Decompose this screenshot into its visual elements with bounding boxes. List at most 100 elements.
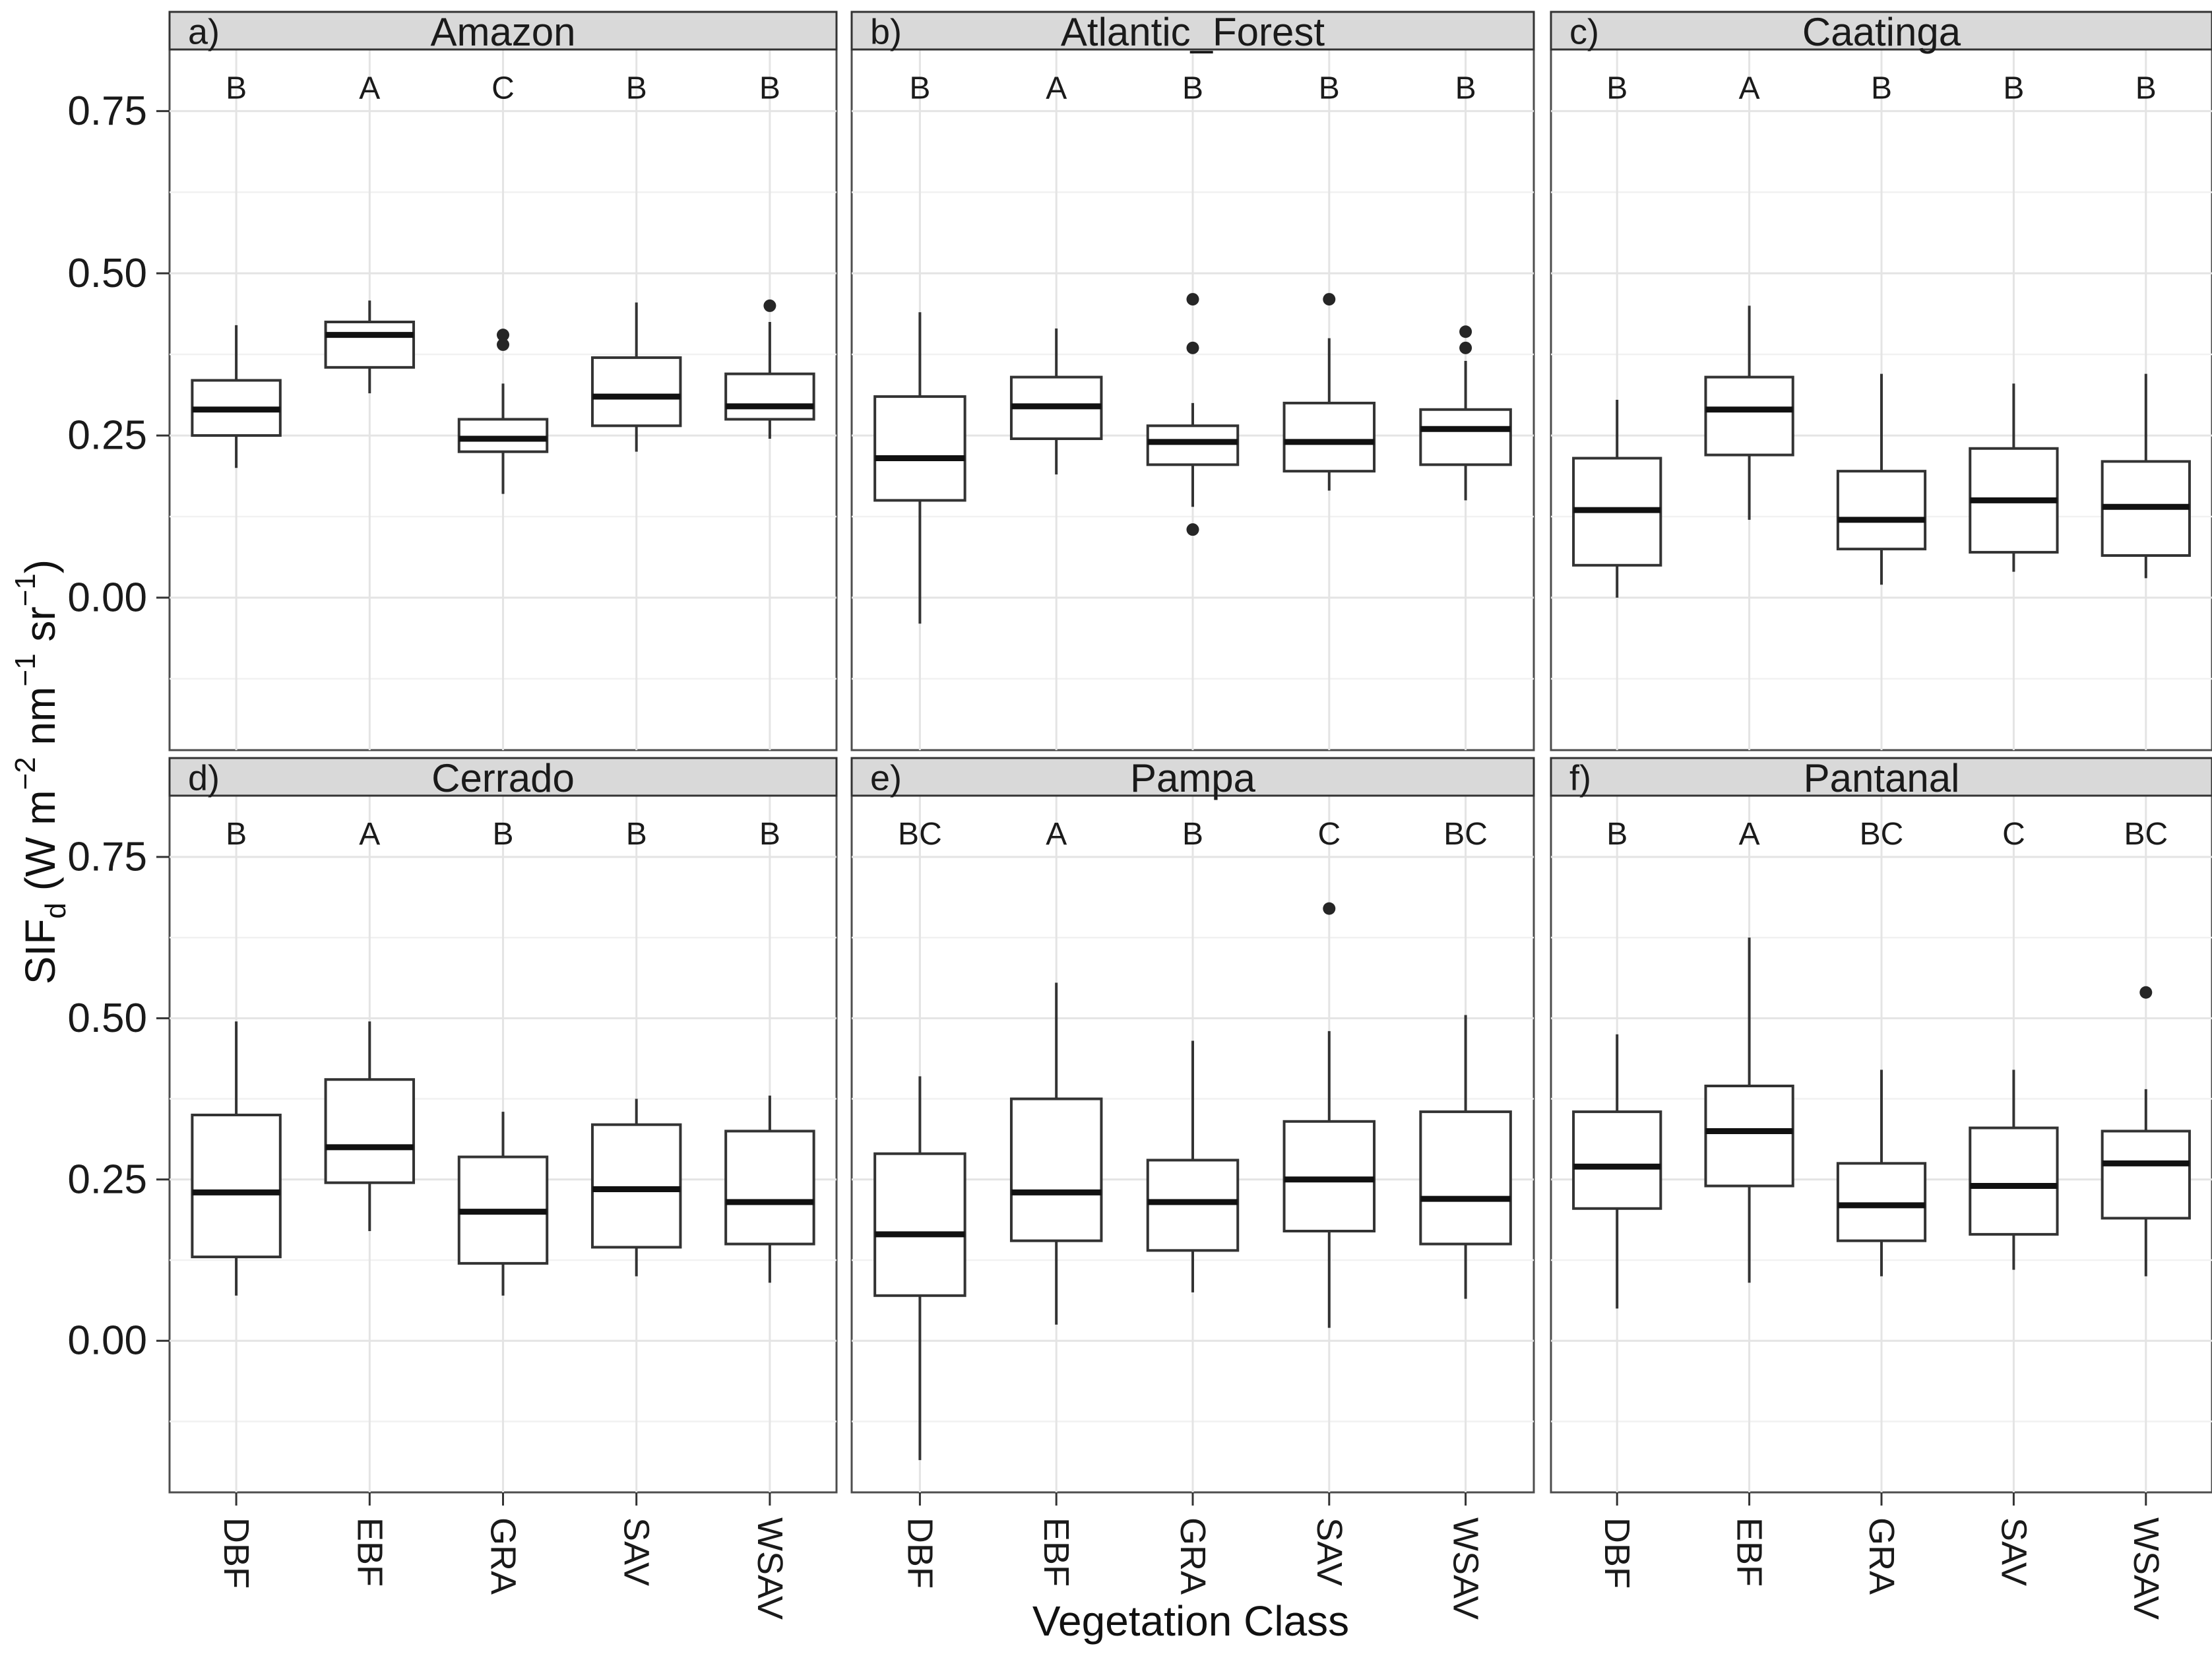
facet-panel-Caatinga: c) Caatinga B A B B B [1550, 10, 2212, 751]
iqr-box [457, 418, 549, 453]
boxplot-Cerrado-EBF [324, 1021, 416, 1231]
iqr-box [1969, 1126, 2059, 1236]
significance-letter: B [1606, 71, 1627, 106]
x-tick-label: SAV [1994, 1517, 2033, 1586]
significance-letter: B [492, 817, 513, 852]
significance-letter: C [1317, 817, 1341, 852]
iqr-box [873, 1152, 966, 1297]
boxplot-Amazon-EBF [324, 300, 416, 394]
boxplot-Caatinga-DBF [1572, 400, 1662, 598]
facet-panel-Atlantic_Forest: b) Atlantic_Forest B A B B B [850, 10, 1535, 751]
significance-letter: B [1606, 817, 1627, 852]
significance-letter: A [359, 71, 380, 106]
y-axis-title-part: −1 [9, 653, 42, 687]
y-tick-label: 0.75 [67, 88, 147, 134]
outlier-point [763, 299, 776, 312]
boxplot-Atlantic_Forest-EBF [1009, 328, 1103, 475]
y-axis-title-part: d [40, 903, 72, 919]
significance-letter: B [909, 71, 930, 106]
outlier-point [497, 338, 509, 351]
x-tick-label: EBF [1036, 1517, 1076, 1587]
significance-letter: B [626, 817, 647, 852]
boxplot-Atlantic_Forest-GRA [1146, 293, 1240, 536]
x-tick-label: GRA [484, 1517, 523, 1595]
iqr-box [1704, 375, 1794, 457]
boxplot-Caatinga-EBF [1704, 305, 1794, 520]
iqr-box [724, 1129, 815, 1246]
facet-tag: d) [188, 759, 220, 798]
boxplot-Pampa-WSAV [1419, 1015, 1512, 1299]
iqr-box [1009, 1097, 1103, 1242]
iqr-box [1282, 1120, 1376, 1233]
significance-letter: A [1739, 817, 1760, 852]
x-tick-label: DBF [216, 1517, 256, 1589]
x-tick-label: DBF [900, 1517, 939, 1589]
iqr-box [1282, 401, 1376, 473]
iqr-box [2101, 1129, 2191, 1220]
significance-letter: B [1319, 71, 1340, 106]
outlier-point [1459, 325, 1472, 338]
y-tick-label: 0.50 [67, 996, 147, 1041]
significance-letter: B [759, 817, 780, 852]
y-axis-title-part: sr [16, 606, 64, 654]
facet-strip [168, 757, 838, 797]
significance-letter: BC [1860, 817, 1904, 852]
significance-letter: B [226, 817, 247, 852]
significance-letter: B [2003, 71, 2024, 106]
outlier-point [1459, 341, 1472, 354]
iqr-box [590, 356, 682, 428]
y-axis-title-part: SIF [16, 918, 64, 985]
boxplot-Pantanal-WSAV [2101, 986, 2191, 1277]
facet-strip [1550, 757, 2212, 797]
significance-letter: B [226, 71, 247, 106]
y-axis-title: SIFd (W m−2 nm−1 sr−1) [9, 559, 73, 984]
iqr-box [873, 395, 966, 502]
y-tick-label: 0.75 [67, 834, 147, 879]
facet-tag: c) [1569, 13, 1599, 52]
outlier-point [1186, 341, 1199, 354]
x-tick-label: EBF [1730, 1517, 1769, 1587]
significance-letter: B [626, 71, 647, 106]
boxplot-Pampa-EBF [1009, 982, 1103, 1325]
boxplot-Pantanal-EBF [1704, 938, 1794, 1283]
boxplot-Cerrado-DBF [191, 1021, 282, 1296]
boxplot-Amazon-WSAV [724, 299, 815, 439]
facet-strip [168, 11, 838, 51]
outlier-point [1323, 293, 1336, 306]
significance-letter: B [759, 71, 780, 106]
outlier-point [2139, 986, 2153, 999]
outlier-point [1323, 902, 1336, 915]
significance-letter: A [1046, 71, 1067, 106]
boxplot-Atlantic_Forest-WSAV [1419, 325, 1512, 501]
iqr-box [1836, 470, 1927, 551]
facet-title: Atlantic_Forest [1061, 10, 1325, 54]
facet-strip [850, 757, 1535, 797]
y-tick-label: 0.00 [67, 1318, 147, 1364]
x-tick-label: WSAV [1446, 1517, 1486, 1620]
significance-letter: B [1182, 71, 1203, 106]
iqr-box [1836, 1162, 1927, 1242]
boxplot-Cerrado-SAV [590, 1098, 682, 1277]
y-axis-title-part: ) [16, 559, 64, 574]
boxplot-Atlantic_Forest-SAV [1282, 293, 1376, 491]
significance-letter: C [2002, 817, 2025, 852]
boxplot-Caatinga-WSAV [2101, 373, 2191, 579]
significance-letter: B [1455, 71, 1476, 106]
y-tick-label: 0.25 [67, 1157, 147, 1202]
y-tick-label: 0.50 [67, 251, 147, 296]
facet-strip [850, 11, 1535, 51]
boxplot-Amazon-GRA [457, 329, 549, 494]
iqr-box [1419, 408, 1512, 466]
iqr-box [1146, 424, 1240, 466]
facet-panel-Cerrado: d) Cerrado 0.75 0.50 0.25 0.00 DBF EBF GRA SAV WSA… [67, 756, 838, 1620]
iqr-box [1704, 1085, 1794, 1188]
boxplot-Pampa-GRA [1146, 1040, 1240, 1292]
facet-title: Pantanal [1804, 756, 1960, 800]
facet-tag: f) [1569, 759, 1591, 798]
y-axis-title-part: (W m [16, 790, 64, 903]
significance-letter: BC [2124, 817, 2168, 852]
significance-letter: B [1182, 817, 1203, 852]
y-tick-label: 0.25 [67, 413, 147, 459]
